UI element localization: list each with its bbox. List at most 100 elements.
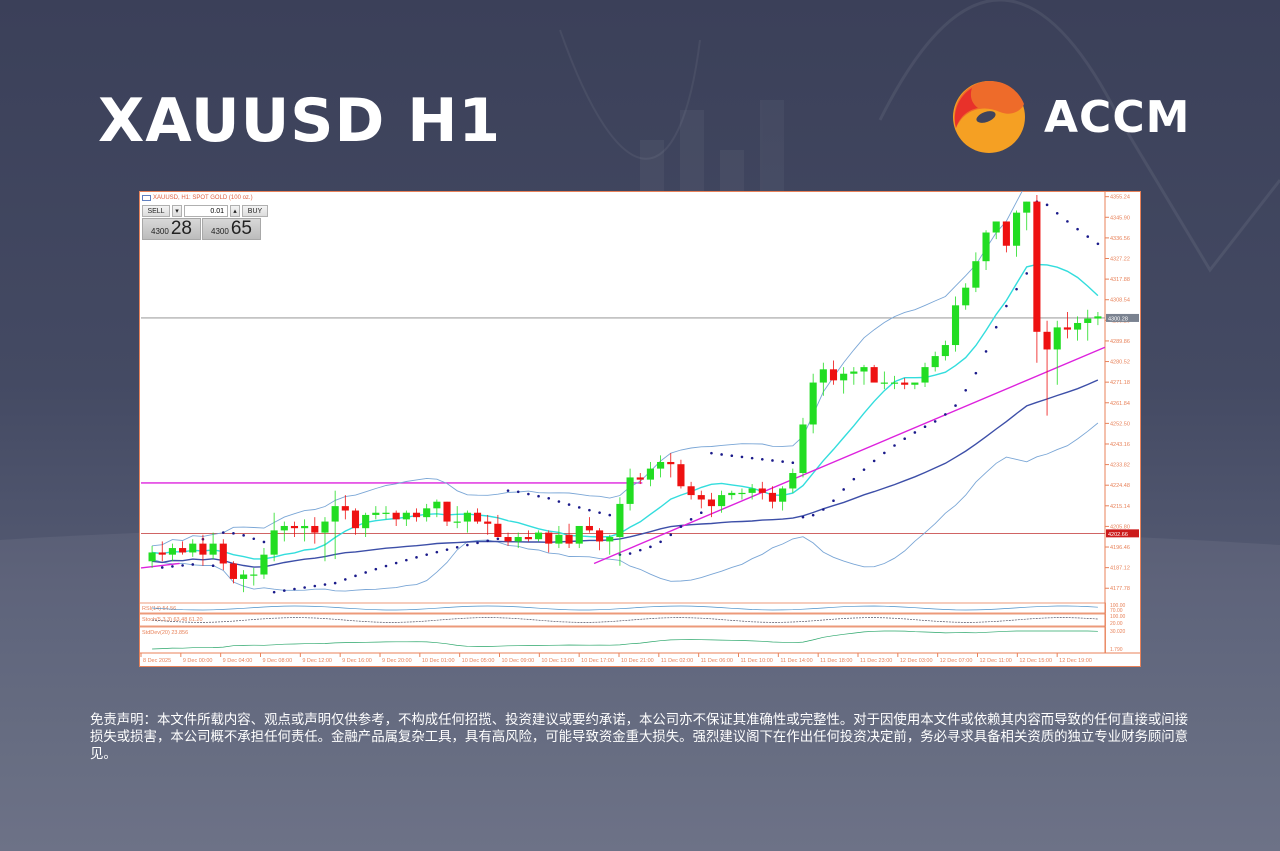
bullish-candle[interactable] (402, 512, 410, 520)
bullish-candle[interactable] (728, 492, 736, 496)
bullish-candle[interactable] (789, 473, 797, 489)
bearish-candle[interactable] (636, 477, 644, 480)
bearish-candle[interactable] (484, 521, 492, 524)
bullish-candle[interactable] (880, 382, 888, 384)
bullish-candle[interactable] (1012, 212, 1021, 246)
bearish-candle[interactable] (199, 543, 207, 555)
bearish-candle[interactable] (667, 461, 675, 465)
lot-size-input[interactable]: 0.01 (184, 205, 228, 217)
bullish-candle[interactable] (362, 514, 370, 529)
bearish-candle[interactable] (443, 501, 451, 522)
bullish-candle[interactable] (280, 525, 288, 531)
bearish-candle[interactable] (565, 534, 573, 544)
bullish-candle[interactable] (972, 261, 980, 288)
ask-price-button[interactable]: 4300 65 (202, 218, 261, 240)
price-chart[interactable]: 4355.24 4345.90 4336.56 4327.22 4317.88 4308.… (139, 191, 1141, 667)
bullish-candle[interactable] (534, 532, 543, 540)
bullish-candle[interactable] (250, 574, 258, 576)
ascending-trendline[interactable] (593, 346, 1106, 565)
bullish-candle[interactable] (555, 534, 563, 544)
bullish-candle[interactable] (189, 543, 197, 553)
bullish-candle[interactable] (423, 508, 431, 518)
bearish-candle[interactable] (545, 532, 553, 544)
sell-button[interactable]: SELL (142, 205, 170, 217)
bullish-candle[interactable] (209, 543, 217, 555)
bearish-candle[interactable] (870, 367, 878, 383)
bearish-candle[interactable] (687, 486, 695, 496)
bullish-candle[interactable] (514, 537, 522, 542)
bullish-candle[interactable] (260, 554, 268, 575)
bullish-candle[interactable] (911, 382, 919, 385)
bullish-candle[interactable] (931, 356, 939, 368)
bullish-candle[interactable] (382, 512, 390, 514)
bearish-candle[interactable] (585, 525, 593, 531)
bullish-candle[interactable] (1074, 322, 1082, 330)
bullish-candle[interactable] (962, 287, 970, 306)
bullish-candle[interactable] (860, 367, 868, 372)
bullish-candle[interactable] (809, 382, 817, 425)
bullish-candle[interactable] (301, 525, 309, 529)
bullish-candle[interactable] (982, 232, 990, 262)
bullish-candle[interactable] (372, 512, 380, 515)
bullish-candle[interactable] (433, 501, 441, 509)
bearish-candle[interactable] (392, 512, 400, 520)
bullish-candle[interactable] (951, 305, 960, 346)
buy-button[interactable]: BUY (242, 205, 268, 217)
bearish-candle[interactable] (158, 552, 166, 555)
bearish-candle[interactable] (1002, 221, 1010, 246)
bearish-candle[interactable] (829, 369, 838, 381)
bullish-candle[interactable] (840, 373, 848, 381)
bullish-candle[interactable] (992, 221, 1000, 233)
bullish-candle[interactable] (738, 492, 746, 495)
bearish-candle[interactable] (524, 537, 532, 540)
bearish-candle[interactable] (179, 548, 187, 553)
bearish-candle[interactable] (311, 525, 319, 533)
bearish-candle[interactable] (768, 492, 777, 502)
lot-increase-button[interactable]: ▴ (230, 205, 240, 217)
bearish-candle[interactable] (901, 382, 909, 385)
bullish-candle[interactable] (463, 512, 471, 522)
bullish-candle[interactable] (453, 521, 461, 523)
bullish-candle[interactable] (270, 530, 278, 555)
bearish-candle[interactable] (219, 543, 227, 564)
bullish-candle[interactable] (1053, 327, 1061, 350)
bullish-candle[interactable] (657, 461, 665, 469)
bullish-candle[interactable] (626, 477, 634, 504)
bullish-candle[interactable] (148, 552, 156, 562)
early-short-trendline[interactable] (140, 562, 180, 569)
bearish-candle[interactable] (758, 488, 766, 493)
bearish-candle[interactable] (1043, 331, 1051, 350)
bullish-candle[interactable] (819, 369, 827, 383)
bullish-candle[interactable] (748, 488, 756, 493)
bullish-candle[interactable] (921, 367, 929, 383)
bearish-candle[interactable] (707, 499, 716, 507)
bullish-candle[interactable] (575, 525, 583, 544)
bearish-candle[interactable] (1063, 327, 1071, 330)
bearish-candle[interactable] (473, 512, 482, 522)
bearish-candle[interactable] (341, 506, 349, 511)
bullish-candle[interactable] (321, 521, 329, 533)
bearish-candle[interactable] (412, 512, 421, 518)
bullish-candle[interactable] (799, 424, 807, 474)
bullish-candle[interactable] (240, 574, 248, 579)
bullish-candle[interactable] (890, 382, 899, 384)
bullish-candle[interactable] (941, 345, 949, 357)
bearish-candle[interactable] (1033, 201, 1041, 332)
bearish-candle[interactable] (351, 510, 360, 529)
chart-canvas[interactable]: 4355.24 4345.90 4336.56 4327.22 4317.88 4308.… (139, 191, 1141, 667)
bullish-candle[interactable] (168, 548, 176, 555)
bullish-candle[interactable] (606, 537, 614, 542)
bearish-candle[interactable] (677, 464, 685, 487)
bullish-candle[interactable] (779, 488, 787, 502)
bearish-candle[interactable] (596, 530, 604, 542)
bid-price-button[interactable]: 4300 28 (142, 218, 201, 240)
bearish-candle[interactable] (697, 495, 705, 500)
bullish-candle[interactable] (331, 506, 339, 522)
bullish-candle[interactable] (1094, 316, 1102, 319)
bearish-candle[interactable] (229, 563, 238, 579)
bullish-candle[interactable] (646, 468, 654, 480)
bearish-candle[interactable] (290, 525, 299, 529)
bullish-candle[interactable] (616, 503, 624, 538)
bearish-candle[interactable] (494, 523, 502, 538)
bullish-candle[interactable] (1084, 318, 1092, 323)
